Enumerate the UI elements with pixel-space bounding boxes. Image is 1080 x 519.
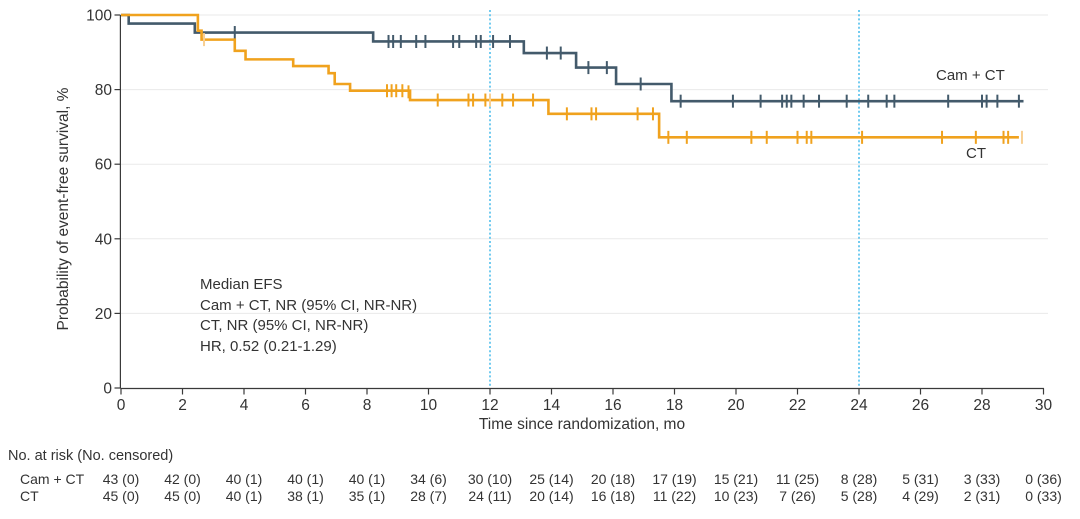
risk-value: 15 (21)	[713, 471, 759, 487]
risk-value: 5 (28)	[840, 488, 878, 504]
risk-value: 11 (25)	[775, 471, 820, 487]
axes	[114, 14, 1045, 395]
svg-text:2: 2	[178, 397, 187, 414]
svg-text:14: 14	[543, 397, 561, 414]
y-axis-title: Probability of event-free survival, %	[55, 87, 72, 331]
svg-text:60: 60	[95, 157, 113, 174]
risk-value: 24 (11)	[468, 488, 512, 504]
risk-value: 0 (33)	[1025, 488, 1062, 504]
risk-row-label: Cam + CT	[20, 471, 85, 487]
svg-text:40: 40	[95, 231, 113, 248]
risk-row-ct: CT 45 (0) 45 (0) 40 (1) 38 (1) 35 (1) 28 (7) 24…	[0, 488, 1080, 505]
risk-value: 25 (14)	[529, 471, 574, 487]
risk-value: 17 (19)	[652, 471, 697, 487]
risk-value: 20 (14)	[529, 488, 574, 504]
risk-value: 28 (7)	[410, 488, 447, 504]
risk-table-header: No. at risk (No. censored)	[8, 448, 174, 464]
km-line-cam_ct	[121, 13, 1024, 103]
svg-text:8: 8	[363, 397, 372, 414]
x-axis-title: Time since randomization, mo	[478, 416, 686, 433]
svg-text:20: 20	[95, 306, 113, 323]
risk-value: 40 (1)	[348, 471, 386, 487]
risk-value: 7 (26)	[779, 488, 816, 504]
svg-text:16: 16	[604, 397, 621, 414]
risk-value: 11 (22)	[652, 488, 697, 504]
risk-value: 34 (6)	[410, 471, 447, 487]
svg-text:10: 10	[420, 397, 438, 414]
risk-value: 0 (36)	[1025, 471, 1062, 487]
km-curve-ct	[121, 13, 1023, 144]
legend-label-cam-ct: Cam + CT	[936, 67, 1005, 84]
risk-value: 5 (31)	[902, 471, 939, 487]
risk-value: 40 (1)	[287, 471, 324, 487]
risk-row-cam-ct: Cam + CT 43 (0) 42 (0) 40 (1) 40 (1) 40 (1) 34…	[0, 471, 1080, 488]
risk-value: 20 (18)	[590, 471, 636, 487]
risk-value: 45 (0)	[164, 488, 201, 504]
svg-text:24: 24	[850, 397, 868, 414]
svg-text:22: 22	[789, 397, 806, 414]
median-efs-annotation: Median EFS Cam + CT, NR (95% CI, NR-NR) …	[200, 275, 417, 357]
risk-value: 2 (31)	[963, 488, 1001, 504]
x-tick-labels: 0 2 4 6 8 10 12 14 16 18 20 22 24 26 28 30	[117, 397, 1053, 414]
svg-text:20: 20	[727, 397, 745, 414]
svg-text:80: 80	[95, 82, 113, 99]
svg-text:18: 18	[666, 397, 683, 414]
svg-text:28: 28	[973, 397, 990, 414]
risk-value: 3 (33)	[963, 471, 1001, 487]
gridlines	[121, 14, 1048, 314]
km-curve-cam_ct	[121, 13, 1024, 108]
risk-value: 40 (1)	[225, 488, 263, 504]
annotation-line-cam-ct: Cam + CT, NR (95% CI, NR-NR)	[200, 296, 418, 314]
km-line-ct	[121, 13, 1019, 139]
svg-text:12: 12	[481, 397, 498, 414]
risk-value: 8 (28)	[840, 471, 878, 487]
svg-text:26: 26	[912, 397, 929, 414]
risk-value: 10 (23)	[713, 488, 759, 504]
risk-value: 45 (0)	[102, 488, 140, 504]
legend-label-ct: CT	[966, 145, 986, 162]
risk-value: 40 (1)	[225, 471, 263, 487]
svg-text:4: 4	[240, 397, 249, 414]
svg-text:6: 6	[301, 397, 310, 414]
risk-value: 16 (18)	[590, 488, 636, 504]
annotation-line-median: Median EFS	[200, 276, 283, 293]
risk-row-label: CT	[20, 488, 39, 504]
svg-text:100: 100	[86, 8, 112, 25]
annotation-line-hr: HR, 0.52 (0.21-1.29)	[200, 337, 337, 355]
risk-value: 30 (10)	[467, 471, 513, 487]
risk-value: 35 (1)	[348, 488, 386, 504]
risk-value: 38 (1)	[287, 488, 324, 504]
svg-text:0: 0	[117, 397, 126, 414]
annotation-line-ct: CT, NR (95% CI, NR-NR)	[200, 317, 369, 334]
y-tick-labels: 0 20 40 60 80 100	[86, 8, 112, 398]
risk-value: 42 (0)	[164, 471, 201, 487]
svg-text:0: 0	[103, 381, 112, 398]
risk-value: 4 (29)	[902, 488, 939, 504]
svg-text:30: 30	[1035, 397, 1053, 414]
reference-lines	[489, 10, 860, 388]
risk-value: 43 (0)	[102, 471, 140, 487]
